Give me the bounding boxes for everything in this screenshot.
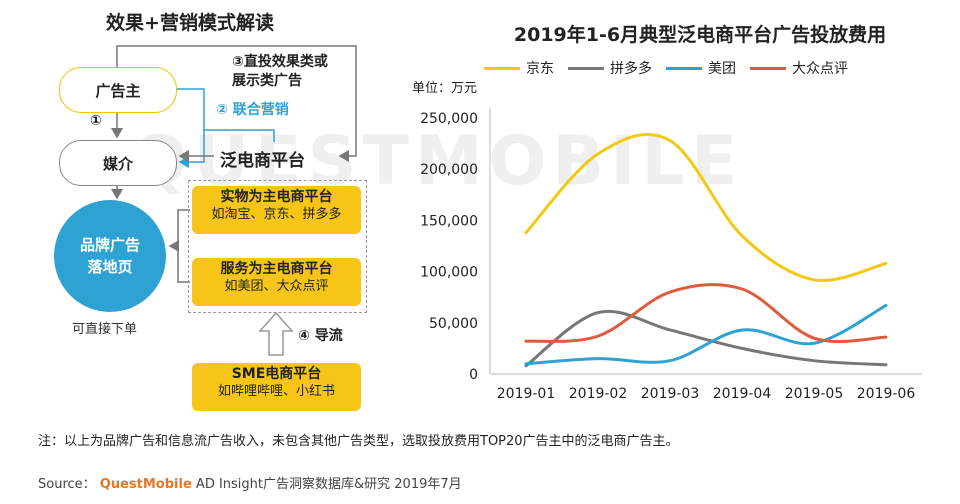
series-line-1 bbox=[524, 309, 888, 368]
source-brand: QuestMobile bbox=[99, 477, 192, 492]
line-chart: 单位：万元 0 50,000 100,000 150,000 200,000 250,000… bbox=[412, 81, 922, 402]
legend-label-dianping: 大众点评 bbox=[792, 61, 848, 77]
landing-line1: 品牌广告 bbox=[79, 236, 140, 254]
physical-title: 实物为主电商平台 bbox=[220, 189, 333, 205]
step3-arrow bbox=[116, 45, 357, 162]
source-prefix: Source： bbox=[38, 477, 96, 492]
diagram-title: 效果+营销模式解读 bbox=[106, 12, 274, 34]
step1-label: ① bbox=[90, 113, 102, 129]
step2-label: ② 联合营销 bbox=[216, 102, 289, 118]
y-tick-label: 0 bbox=[469, 367, 478, 383]
sme-platform-box: SME电商平台 如哔哩哔哩、小红书 bbox=[192, 363, 361, 411]
x-tick-label: 2019-06 bbox=[857, 386, 916, 402]
step3-line2: 展示类广告 bbox=[232, 73, 302, 89]
footnote: 注：以上为品牌广告和信息流广告收入，未包含其他广告类型，选取投放费用TOP20广… bbox=[38, 434, 679, 449]
legend-swatch-jd bbox=[484, 66, 520, 70]
series-line-2 bbox=[524, 303, 888, 366]
service-platform-box: 服务为主电商平台 如美团、大众点评 bbox=[192, 258, 361, 306]
advertiser-node: 广告主 bbox=[59, 67, 177, 113]
sme-title: SME电商平台 bbox=[231, 366, 322, 382]
y-unit-label: 单位：万元 bbox=[412, 81, 477, 96]
legend-swatch-dianping bbox=[750, 66, 786, 70]
sme-examples: 如哔哩哔哩、小红书 bbox=[217, 384, 335, 399]
y-tick-label: 250,000 bbox=[420, 111, 478, 127]
x-tick-label: 2019-05 bbox=[785, 386, 844, 402]
direct-order-label: 可直接下单 bbox=[72, 322, 138, 337]
y-tick-label: 150,000 bbox=[420, 213, 478, 229]
legend-item-jd: 京东 bbox=[484, 58, 554, 78]
step2-arrow bbox=[178, 130, 205, 168]
step3-line1: ③直投效果类或 bbox=[232, 54, 328, 70]
physical-platform-box: 实物为主电商平台 如淘宝、京东、拼多多 bbox=[192, 186, 361, 234]
legend-label-pdd: 拼多多 bbox=[610, 61, 652, 77]
platform-group-box bbox=[188, 180, 367, 313]
y-tick-label: 200,000 bbox=[420, 162, 478, 178]
legend-item-dianping: 大众点评 bbox=[750, 58, 848, 78]
legend-swatch-pdd bbox=[568, 66, 604, 70]
source-line: Source： QuestMobile AD Insight广告洞察数据库&研究… bbox=[38, 473, 462, 492]
diagram-connectors bbox=[111, 45, 357, 283]
chart-title: 2019年1-6月典型泛电商平台广告投放费用 bbox=[513, 24, 887, 46]
landing-page-node: 品牌广告 落地页 bbox=[54, 200, 166, 312]
platform-label: 泛电商平台 bbox=[220, 151, 305, 171]
legend-label-meituan: 美团 bbox=[708, 61, 736, 77]
y-tick-label: 100,000 bbox=[420, 265, 478, 281]
x-tick-label: 2019-02 bbox=[569, 386, 628, 402]
source-suffix: AD Insight广告洞察数据库&研究 2019年7月 bbox=[195, 477, 462, 492]
physical-examples: 如淘宝、京东、拼多多 bbox=[211, 207, 342, 222]
service-title: 服务为主电商平台 bbox=[220, 261, 333, 277]
x-tick-label: 2019-04 bbox=[713, 386, 772, 402]
step3-label: ③直投效果类或 展示类广告 bbox=[232, 53, 328, 91]
service-examples: 如美团、大众点评 bbox=[224, 279, 329, 294]
y-tick-label: 50,000 bbox=[429, 316, 478, 332]
step4-label: ④ 导流 bbox=[298, 328, 343, 344]
x-tick-label: 2019-03 bbox=[641, 386, 700, 402]
legend-item-pdd: 拼多多 bbox=[568, 58, 652, 78]
x-tick-label: 2019-01 bbox=[497, 386, 556, 402]
legend-swatch-meituan bbox=[666, 66, 702, 70]
media-node: 媒介 bbox=[59, 140, 177, 186]
series-line-0 bbox=[524, 132, 888, 283]
landing-line2: 落地页 bbox=[87, 258, 133, 276]
hollow-up-arrow-icon bbox=[258, 311, 294, 356]
media-label: 媒介 bbox=[102, 154, 133, 173]
advertiser-label: 广告主 bbox=[95, 81, 141, 100]
chart-legend: 京东 拼多多 美团 大众点评 bbox=[484, 58, 862, 78]
series-line-3 bbox=[524, 283, 888, 343]
legend-item-meituan: 美团 bbox=[666, 58, 736, 78]
legend-label-jd: 京东 bbox=[526, 61, 554, 77]
